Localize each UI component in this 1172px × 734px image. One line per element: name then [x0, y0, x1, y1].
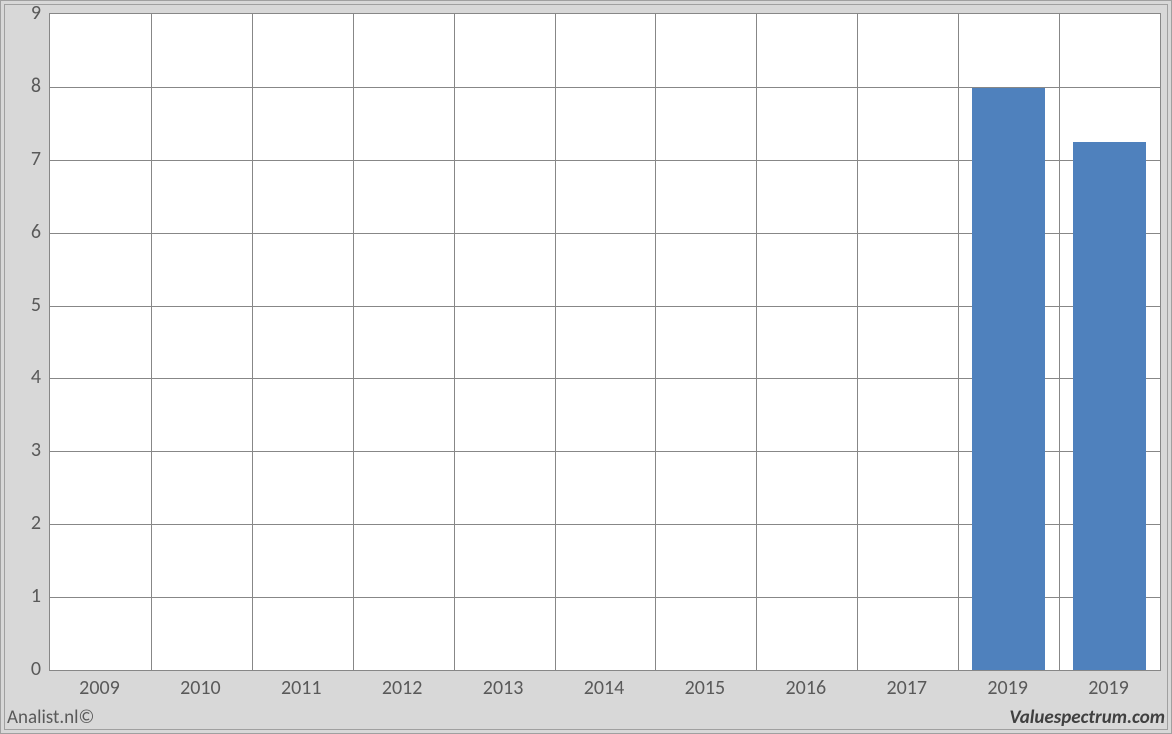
x-axis-tick-label: 2010	[180, 676, 221, 700]
gridline-vertical	[353, 14, 354, 670]
y-axis-tick-label: 7	[11, 147, 41, 171]
y-axis-tick-label: 3	[11, 438, 41, 462]
y-axis-tick-label: 1	[11, 584, 41, 608]
y-axis-tick-label: 9	[11, 1, 41, 25]
x-axis-tick-label: 2009	[79, 676, 120, 700]
gridline-vertical	[151, 14, 152, 670]
y-axis-tick-label: 4	[11, 365, 41, 389]
gridline-vertical	[555, 14, 556, 670]
bar	[972, 88, 1045, 670]
x-axis-tick-label: 2017	[886, 676, 927, 700]
x-axis-tick-label: 2015	[685, 676, 726, 700]
gridline-vertical	[454, 14, 455, 670]
gridline-vertical	[655, 14, 656, 670]
x-axis-tick-label: 2014	[584, 676, 625, 700]
y-axis-tick-label: 6	[11, 220, 41, 244]
x-axis-tick-label: 2013	[483, 676, 524, 700]
footer-left-credit: Analist.nl©	[7, 706, 94, 729]
plot-area	[49, 13, 1161, 671]
x-axis-tick-label: 2019	[987, 676, 1028, 700]
chart-container: 0 1 2 3 4 5 6 7 8 9 2009 2010 2011 2012 2013 2014 2015 2…	[0, 0, 1172, 734]
x-axis-tick-label: 2019	[1088, 676, 1129, 700]
bar	[1073, 142, 1146, 670]
y-axis-tick-label: 0	[11, 657, 41, 681]
y-axis-tick-label: 5	[11, 293, 41, 317]
gridline-vertical	[756, 14, 757, 670]
gridline-vertical	[252, 14, 253, 670]
y-axis-tick-label: 2	[11, 511, 41, 535]
footer-right-credit: Valuespectrum.com	[1009, 706, 1165, 729]
x-axis-tick-label: 2012	[382, 676, 423, 700]
x-axis-tick-label: 2016	[786, 676, 827, 700]
gridline-vertical	[1059, 14, 1060, 670]
y-axis-tick-label: 8	[11, 74, 41, 98]
gridline-vertical	[857, 14, 858, 670]
gridline-vertical	[958, 14, 959, 670]
x-axis-tick-label: 2011	[281, 676, 322, 700]
